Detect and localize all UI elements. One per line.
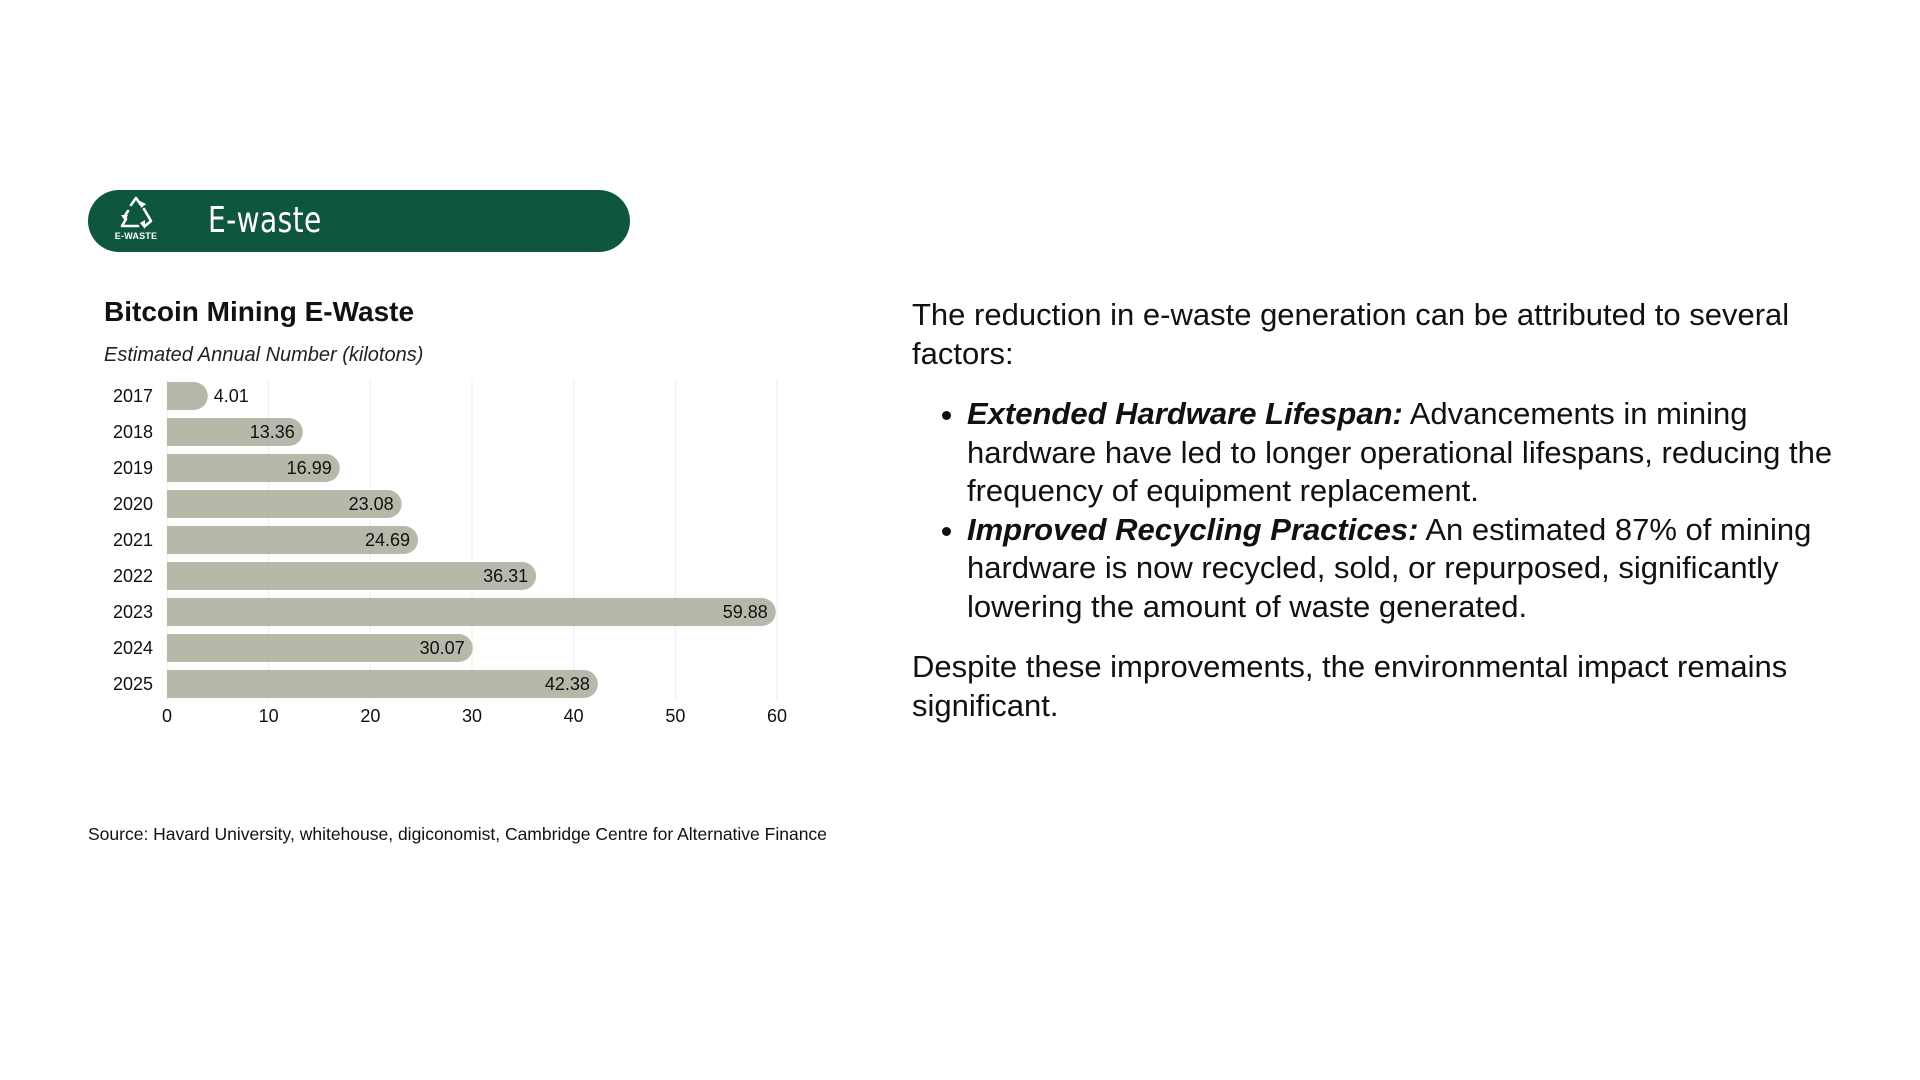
bar — [167, 634, 473, 662]
category-label: 2017 — [113, 386, 153, 406]
category-label: 2022 — [113, 566, 153, 586]
bar — [167, 418, 303, 446]
chart-subtitle: Estimated Annual Number (kilotons) — [104, 344, 424, 366]
factor-text: Advancements in mining hardware have led… — [967, 396, 1833, 508]
commentary-intro: The reduction in e-waste generation can … — [912, 297, 1790, 371]
value-label: 30.07 — [420, 638, 465, 658]
source-note: Source: Havard University, whitehouse, d… — [88, 824, 827, 844]
category-label: 2020 — [113, 494, 153, 514]
commentary-text: The reduction in e-waste generation can … — [912, 296, 1842, 725]
ewaste-badge: E-WASTE — [110, 196, 162, 246]
factor-item: Extended Hardware Lifespan: Advancements… — [967, 395, 1842, 511]
category-label: 2018 — [113, 422, 153, 442]
factor-text: An estimated 87% of mining hardware is n… — [967, 511, 1812, 624]
badge-label: E-WASTE — [114, 231, 158, 241]
factor-lead: Extended Hardware Lifespan: — [967, 396, 1403, 431]
value-label: 16.99 — [287, 458, 332, 478]
factor-item: Improved Recycling Practices: An estimat… — [967, 511, 1842, 627]
x-tick-label: 20 — [360, 706, 380, 726]
header-banner: E-WASTE E-waste — [88, 190, 630, 252]
category-label: 2024 — [113, 638, 153, 658]
bar — [167, 598, 776, 626]
value-label: 23.08 — [349, 494, 394, 514]
value-label: 4.01 — [214, 386, 249, 406]
bar-chart: 0 10 20 30 40 50 60 2017 4.01 2018 13.36 2019 16.99 2… — [113, 380, 787, 726]
factor-list: Extended Hardware Lifespan: Advancements… — [912, 395, 1842, 626]
x-tick-label: 50 — [665, 706, 685, 726]
recycle-icon — [120, 196, 153, 229]
bar — [167, 490, 402, 518]
category-label: 2021 — [113, 530, 153, 550]
commentary-conclusion: Despite these improvements, the environm… — [912, 649, 1788, 723]
x-tick-label: 10 — [259, 706, 279, 726]
x-tick-label: 30 — [462, 706, 482, 726]
bar — [167, 526, 419, 554]
value-label: 24.69 — [365, 530, 410, 550]
value-label: 59.88 — [723, 602, 768, 622]
x-tick-label: 60 — [767, 706, 787, 726]
page-title: E-waste — [208, 200, 322, 241]
category-label: 2019 — [113, 458, 153, 478]
category-label: 2025 — [113, 674, 153, 694]
bar — [167, 382, 208, 410]
bar — [167, 562, 537, 590]
chart-title: Bitcoin Mining E-Waste — [104, 296, 415, 327]
value-label: 13.36 — [250, 422, 295, 442]
factor-lead: Improved Recycling Practices: — [967, 511, 1419, 547]
bar — [167, 670, 598, 698]
x-tick-label: 40 — [564, 706, 584, 726]
value-label: 36.31 — [483, 566, 528, 586]
value-label: 42.38 — [545, 674, 590, 694]
x-tick-label: 0 — [162, 706, 172, 726]
category-label: 2023 — [113, 602, 153, 622]
bar — [167, 454, 340, 482]
